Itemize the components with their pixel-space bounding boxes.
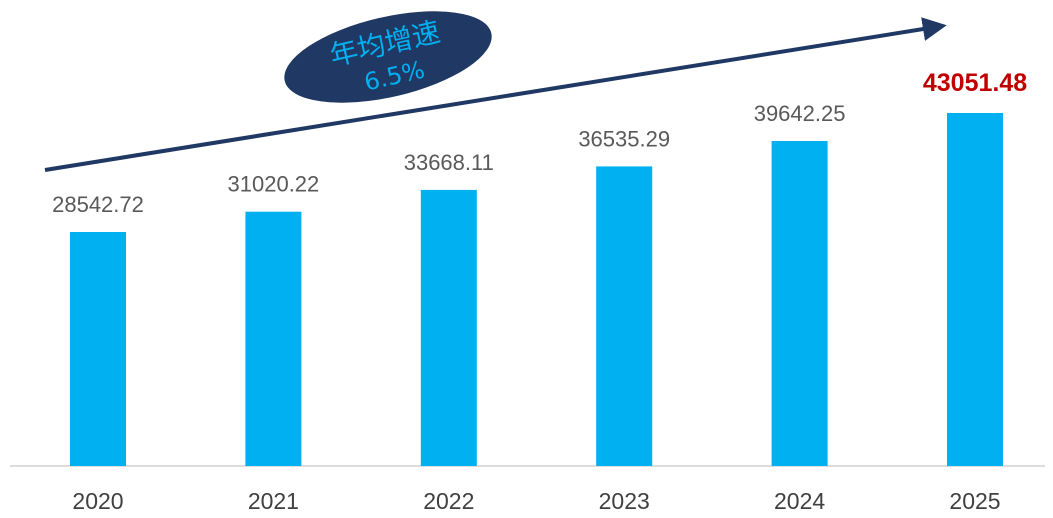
value-label-2022: 33668.11: [404, 150, 494, 175]
x-tick-2024: 2024: [774, 488, 825, 514]
bar-2022: [420, 189, 477, 466]
bar-2023: [596, 166, 653, 466]
x-tick-2023: 2023: [599, 488, 650, 514]
bar-2025: [947, 113, 1003, 466]
value-label-2023: 36535.29: [578, 126, 670, 151]
badge-ellipse: [284, 11, 492, 103]
value-label-2024: 39642.25: [754, 101, 846, 126]
x-tick-labels-group: 2020 2021 2022 2023 2024 2025: [72, 488, 1000, 514]
x-tick-2022: 2022: [423, 488, 474, 514]
bar-2021: [245, 211, 302, 466]
x-tick-2025: 2025: [949, 488, 1000, 514]
value-labels-group: 28542.72 31020.22 33668.11 36535.29 39642.25…: [52, 69, 1027, 217]
bar-2024: [771, 141, 828, 466]
value-label-2021: 31020.22: [228, 172, 320, 197]
bar-2020: [70, 232, 126, 466]
bars-group: [70, 113, 1003, 466]
x-tick-2021: 2021: [248, 488, 299, 514]
value-label-2020: 28542.72: [52, 192, 144, 217]
trend-arrow: [44, 17, 947, 172]
value-label-2025: 43051.48: [923, 69, 1027, 97]
x-tick-2020: 2020: [72, 488, 123, 514]
